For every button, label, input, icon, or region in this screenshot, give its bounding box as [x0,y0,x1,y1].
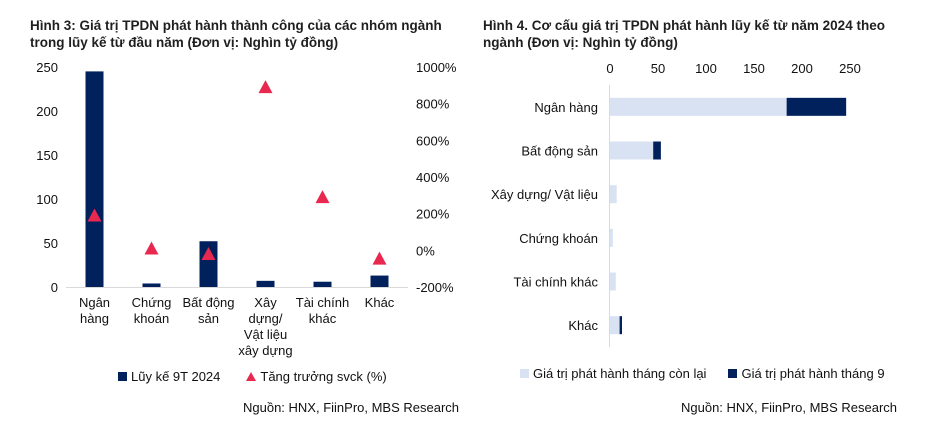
x-tick-label: 100 [695,61,717,76]
category-label: Bất động [182,295,234,310]
triangle-marker-icon [144,241,159,255]
y-tick-label: 0 [51,280,58,295]
y-tick-label: 100 [36,192,58,207]
right-title-line-1: Hình 4. Cơ cấu giá trị TPDN phát hành lũ… [483,18,885,33]
category-label: Vật liệu [244,327,287,342]
category-label: Ngân hàng [534,100,598,115]
category-label: Khác [568,318,598,333]
x-tick-label: 0 [606,61,613,76]
y2-tick-label: 800% [416,97,450,112]
category-label: Xây dựng/ Vật liệu [491,187,598,202]
triangle-marker-icon [315,190,330,204]
category-label: khoán [134,311,169,326]
category-label: Chứng [132,295,172,310]
y2-tick-label: 1000% [416,60,457,75]
left-chart-title: Hình 3: Giá trị TPDN phát hành thành côn… [30,17,442,51]
category-label: Ngân [79,295,110,310]
left-legend: Lũy kế 9T 2024 Tăng trưởng svck (%) [118,369,387,384]
left-source: Nguồn: HNX, FiinPro, MBS Research [243,400,460,415]
bar-september [619,316,622,335]
category-label: Tài chính khác [513,275,598,290]
x-tick-label: 250 [839,61,861,76]
triangle-marker-icon [258,80,273,94]
legend-label-remaining: Giá trị phát hành tháng còn lại [533,366,707,381]
bar-september [786,97,847,116]
bar-remaining-months [610,185,617,204]
y2-tick-label: -200% [416,280,454,295]
bar [313,281,332,287]
category-label: Tài chính [296,295,349,310]
category-label: Chứng khoán [519,231,598,246]
y-tick-label: 50 [44,236,58,251]
category-label: hàng [80,311,109,326]
triangle-marker-icon [201,247,216,260]
category-label: sản [198,311,219,326]
category-label: Khác [365,295,395,310]
bar-september [653,141,661,160]
bar [199,241,218,287]
bar [142,283,161,287]
right-chart-title: Hình 4. Cơ cấu giá trị TPDN phát hành lũ… [483,17,885,51]
category-label: khác [309,311,337,326]
legend-triangle-red-icon [246,372,257,381]
y-tick-label: 200 [36,104,58,119]
category-label: Xây [254,295,277,310]
bar-remaining-months [610,272,616,291]
legend-square-navy-icon [728,369,738,378]
left-combo-chart: 0 50 100 150 200 250 -200% 0% 200% 400% 600% 800% 10… [36,60,457,358]
bar [256,280,275,287]
bar-remaining-months [610,97,787,116]
y2-tick-label: 400% [416,170,450,185]
y2-tick-label: 0% [416,243,435,258]
category-label: Bất động sản [521,144,598,159]
x-tick-label: 150 [743,61,765,76]
y2-tick-label: 600% [416,133,450,148]
y2-tick-label: 200% [416,207,450,222]
right-legend: Giá trị phát hành tháng còn lại Giá trị … [520,366,885,381]
legend-label-september: Giá trị phát hành tháng 9 [741,366,885,381]
y-tick-label: 150 [36,148,58,163]
right-source: Nguồn: HNX, FiinPro, MBS Research [681,400,898,415]
right-stacked-bar-chart: 0 50 100 150 200 250 Ngân hàng Bất động sản Xây … [491,61,861,347]
left-title-line-1: Hình 3: Giá trị TPDN phát hành thành côn… [30,18,442,33]
left-title-line-2: trong lũy kế từ đầu năm (Đơn vị: Nghìn t… [30,35,339,50]
category-label: dựng/ [248,311,282,326]
bar-remaining-months [610,316,620,335]
legend-square-navy-icon [118,372,127,381]
triangle-marker-icon [372,251,387,265]
triangle-marker-icon [87,208,102,222]
bar-remaining-months [610,141,654,160]
legend-square-light-icon [520,369,529,378]
legend-label-bar: Lũy kế 9T 2024 [131,369,221,384]
category-label: xây dựng [238,343,292,358]
y-tick-label: 250 [36,60,58,75]
legend-label-marker: Tăng trưởng svck (%) [260,369,387,384]
right-title-line-2: ngành (Đơn vị: Nghìn tỷ đồng) [483,35,678,50]
bar [85,71,104,288]
bar [370,275,389,287]
x-tick-label: 50 [651,61,665,76]
bar-remaining-months [610,228,613,247]
x-tick-label: 200 [791,61,813,76]
